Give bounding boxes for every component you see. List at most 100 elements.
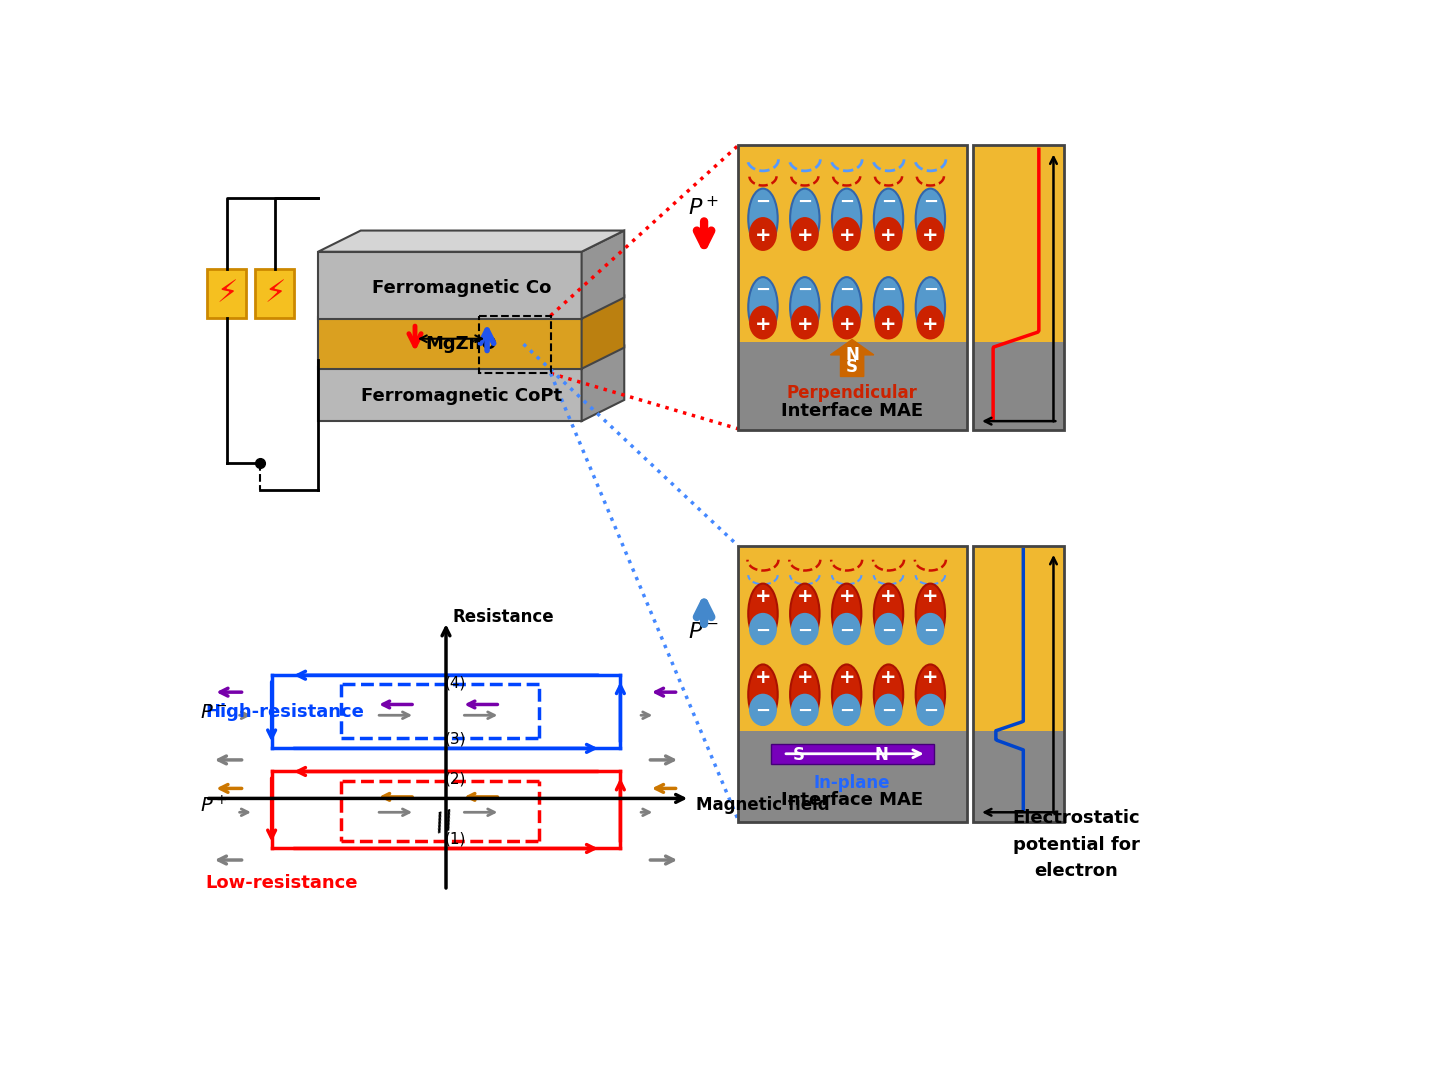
Ellipse shape [873, 584, 903, 644]
Text: −: − [756, 193, 770, 211]
Ellipse shape [749, 664, 777, 724]
Text: N: N [845, 346, 859, 364]
Ellipse shape [875, 613, 903, 645]
Ellipse shape [749, 305, 777, 340]
Polygon shape [582, 230, 624, 319]
Text: +: + [796, 226, 813, 245]
Text: $P^+$: $P^+$ [689, 195, 720, 218]
Text: −: − [923, 703, 937, 721]
Ellipse shape [916, 664, 945, 724]
Ellipse shape [833, 613, 860, 645]
Text: +: + [880, 587, 897, 606]
Text: High-resistance: High-resistance [206, 704, 364, 721]
Text: Low-resistance: Low-resistance [206, 874, 359, 892]
Text: −: − [880, 703, 896, 721]
Text: −: − [839, 621, 855, 639]
Text: In-plane: In-plane [815, 774, 890, 793]
Text: $P^+$: $P^+$ [200, 796, 227, 817]
Polygon shape [319, 230, 624, 252]
Text: +: + [839, 315, 855, 333]
Ellipse shape [873, 188, 903, 248]
Bar [479, 316, 550, 374]
Ellipse shape [832, 277, 862, 337]
Text: Ferromagnetic CoPt: Ferromagnetic CoPt [362, 387, 562, 405]
Ellipse shape [749, 584, 777, 644]
Ellipse shape [832, 584, 862, 644]
Text: Interface MAE: Interface MAE [782, 791, 923, 809]
Text: //: // [433, 808, 456, 835]
Text: −: − [839, 193, 855, 211]
Ellipse shape [749, 694, 777, 726]
Polygon shape [582, 346, 624, 421]
Ellipse shape [749, 613, 777, 645]
Text: +: + [839, 668, 855, 687]
Text: −: − [756, 621, 770, 639]
Text: Ferromagnetic Co: Ferromagnetic Co [372, 278, 552, 297]
Ellipse shape [790, 305, 819, 340]
Ellipse shape [916, 305, 945, 340]
Text: +: + [839, 587, 855, 606]
Text: (4): (4) [444, 676, 466, 691]
Ellipse shape [833, 305, 860, 340]
Text: −: − [839, 703, 855, 721]
Bar [973, 342, 1065, 431]
Polygon shape [319, 346, 624, 367]
Text: +: + [922, 315, 939, 333]
Text: Magnetic field: Magnetic field [696, 796, 829, 814]
Ellipse shape [790, 277, 820, 337]
Ellipse shape [873, 277, 903, 337]
Ellipse shape [832, 188, 862, 248]
Ellipse shape [790, 188, 820, 248]
Bar [256, 270, 294, 318]
Bar [973, 546, 1065, 821]
Text: +: + [755, 226, 772, 245]
Text: (1): (1) [444, 832, 466, 847]
Text: N: N [875, 745, 889, 764]
Text: −: − [797, 621, 813, 639]
Text: −: − [923, 621, 937, 639]
Polygon shape [319, 367, 582, 421]
Text: −: − [839, 282, 855, 299]
Bar [973, 146, 1065, 431]
Ellipse shape [833, 694, 860, 726]
Bar [770, 743, 935, 764]
Text: +: + [880, 226, 897, 245]
Text: $P^-$: $P^-$ [200, 703, 227, 722]
Text: +: + [755, 587, 772, 606]
Ellipse shape [790, 613, 819, 645]
Ellipse shape [790, 664, 820, 724]
Ellipse shape [916, 694, 945, 726]
Text: −: − [880, 193, 896, 211]
Text: +: + [755, 315, 772, 333]
Text: −: − [880, 282, 896, 299]
Text: S: S [846, 358, 857, 376]
Ellipse shape [749, 217, 777, 251]
Polygon shape [830, 340, 873, 377]
Bar [739, 546, 967, 730]
Text: Perpendicular: Perpendicular [786, 384, 917, 403]
Text: +: + [796, 587, 813, 606]
Text: +: + [796, 315, 813, 333]
Text: Interface MAE: Interface MAE [782, 402, 923, 420]
Text: −: − [797, 703, 813, 721]
Bar [973, 146, 1065, 342]
Ellipse shape [749, 188, 777, 248]
Text: −: − [880, 621, 896, 639]
Ellipse shape [875, 217, 903, 251]
Text: +: + [880, 315, 897, 333]
Text: −: − [797, 193, 813, 211]
Ellipse shape [916, 277, 945, 337]
Polygon shape [582, 296, 624, 368]
Ellipse shape [832, 664, 862, 724]
Bar [973, 546, 1065, 730]
Ellipse shape [749, 277, 777, 337]
Text: −: − [797, 282, 813, 299]
Ellipse shape [790, 694, 819, 726]
Text: +: + [796, 668, 813, 687]
Ellipse shape [875, 305, 903, 340]
Text: (2): (2) [444, 772, 466, 787]
Ellipse shape [875, 694, 903, 726]
Ellipse shape [790, 584, 820, 644]
Text: −: − [756, 703, 770, 721]
Text: MgZnO: MgZnO [426, 335, 497, 353]
